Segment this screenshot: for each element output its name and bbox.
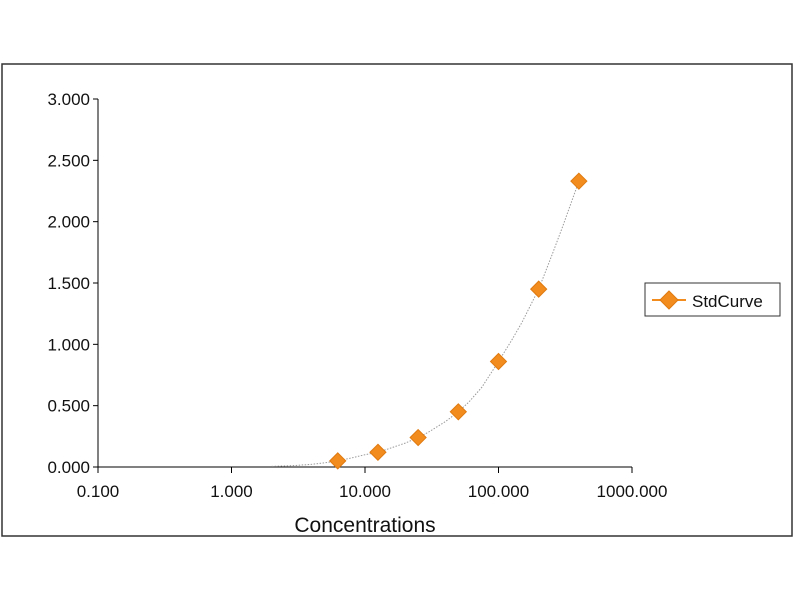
data-point (489, 352, 508, 371)
y-tick-label: 2.000 (47, 213, 90, 232)
fit-curve (271, 181, 580, 467)
legend-label: StdCurve (692, 292, 763, 311)
data-point (329, 452, 347, 470)
data-point (529, 280, 548, 298)
x-tick-label: 100.000 (468, 482, 529, 501)
y-tick-label: 2.500 (47, 151, 90, 170)
x-tick-label: 1.000 (210, 482, 253, 501)
y-tick-label: 1.500 (47, 274, 90, 293)
data-point (409, 428, 427, 447)
data-point (570, 172, 588, 190)
x-tick-label: 1000.000 (597, 482, 668, 501)
data-point (369, 443, 387, 461)
y-tick-label: 3.000 (47, 90, 90, 109)
y-tick-label: 0.500 (47, 397, 90, 416)
legend-marker (659, 290, 679, 310)
y-tick-label: 0.000 (47, 458, 90, 477)
x-axis-label: Concentrations (294, 514, 435, 537)
x-tick-label: 0.100 (77, 482, 120, 501)
x-tick-label: 10.000 (339, 482, 391, 501)
data-point (449, 403, 468, 421)
plot-area: 0.000 0.500 1.000 1.500 2.000 2.500 3.000 0.100… (47, 90, 667, 501)
legend: StdCurve (644, 282, 781, 317)
y-tick-label: 1.000 (47, 335, 90, 354)
